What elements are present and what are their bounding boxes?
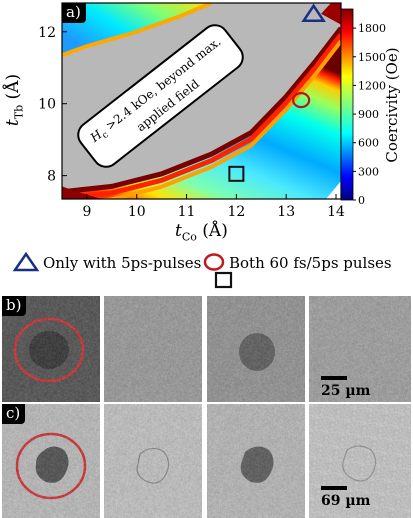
legend-triangle-label: Only with 5ps-pulses	[43, 254, 202, 272]
colorbar	[340, 8, 354, 201]
legend-circle-label: Both 60 fs/5ps pulses	[229, 254, 392, 272]
marker-square	[228, 165, 245, 182]
x-tick-label: 10	[128, 204, 146, 220]
legend-triangle-icon	[12, 252, 40, 272]
panel-a: 9 10 11 12 13 14 8 10 12 0 300 600 900 1200 1500 1800 …	[0, 0, 413, 246]
panel-c-label: c)	[2, 404, 26, 424]
noise-texture	[309, 404, 411, 518]
colorbar-tick-label: 1200	[358, 79, 386, 92]
panel-c-image-4: 69 µm	[309, 404, 411, 518]
panel-c-image-3	[207, 404, 305, 518]
colorbar-tick-label: 1500	[358, 51, 386, 64]
band-edge-red	[62, 33, 341, 199]
x-tick-label: 13	[277, 204, 295, 220]
legend: Only with 5ps-pulses Both 60 fs/5ps puls…	[0, 246, 413, 294]
x-axis-label: tCo (Å)	[175, 221, 228, 244]
corner-dark	[321, 3, 341, 25]
panel-c-image-2	[104, 404, 202, 518]
corner-white	[326, 181, 341, 199]
panel-c: c) 69 µm	[0, 404, 413, 518]
colorbar-tick-label: 0	[358, 194, 365, 207]
band-edge-orange	[96, 39, 341, 199]
noise-texture	[207, 296, 305, 402]
panel-b-image-3	[207, 296, 305, 402]
noise-texture	[104, 296, 202, 402]
x-tick-label: 14	[327, 204, 345, 220]
panel-b: b) 25 µm	[0, 296, 413, 402]
colorbar-label: Coercivity (Oe)	[383, 47, 401, 163]
panel-a-label: a)	[62, 3, 86, 23]
legend-square-icon	[214, 271, 233, 289]
x-tick-label: 11	[178, 204, 196, 220]
colorbar-tick-label: 300	[358, 165, 379, 178]
panel-c-image-1: c)	[2, 404, 100, 518]
x-tick-label: 12	[227, 204, 245, 220]
panel-b-image-4: 25 µm	[309, 296, 411, 402]
coercivity-band-main	[62, 28, 341, 199]
colorbar-tick-label: 900	[358, 108, 379, 121]
noise-texture	[207, 404, 305, 518]
panel-b-scale-bar	[321, 376, 347, 380]
y-tick-label: 10	[38, 97, 56, 113]
panel-c-scale-label: 69 µm	[321, 493, 371, 509]
y-tick-label: 12	[38, 25, 56, 41]
panel-b-image-2	[104, 296, 202, 402]
marker-triangle	[301, 3, 326, 23]
marker-circle	[292, 92, 311, 109]
panel-b-image-1: b)	[2, 296, 100, 402]
panel-c-scale-bar	[321, 486, 347, 490]
legend-circle-icon	[203, 253, 225, 271]
corner-bottom	[62, 186, 102, 199]
band-edge-dark	[62, 26, 341, 195]
y-tick-label: 8	[47, 169, 56, 185]
noise-texture	[309, 296, 411, 402]
x-tick-label: 9	[82, 204, 91, 220]
noise-texture	[104, 404, 202, 518]
panel-b-label: b)	[2, 296, 27, 316]
panel-b-scale-label: 25 µm	[321, 383, 371, 399]
upper-band-edge	[62, 3, 213, 58]
y-axis-label: tTb (Å)	[3, 73, 26, 127]
colorbar-tick-label: 1800	[358, 22, 386, 35]
colorbar-tick-label: 600	[358, 137, 379, 150]
